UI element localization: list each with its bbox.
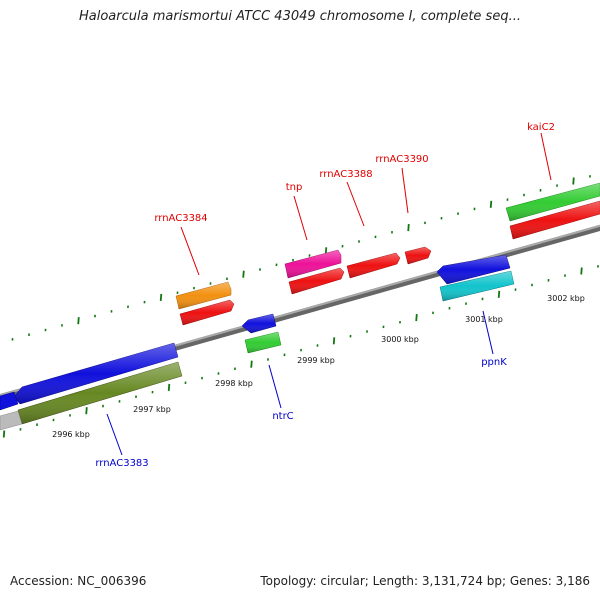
accession-label: Accession: NC_006396	[10, 574, 147, 588]
major-tick	[77, 317, 80, 325]
leader-lines	[106, 132, 552, 456]
position-label: 3001 kbp	[465, 315, 503, 324]
major-tick	[332, 337, 336, 345]
gene-label-rrnAC3388: rrnAC3388	[319, 169, 372, 180]
position-label: 2999 kbp	[297, 356, 335, 365]
gene-label-rrnAC3390: rrnAC3390	[375, 154, 428, 165]
major-tick	[407, 223, 410, 232]
gene-label-rrnAC3384: rrnAC3384	[154, 213, 207, 224]
lower-tick-track	[2, 265, 599, 438]
position-label: 3002 kbp	[547, 294, 585, 303]
major-tick	[159, 293, 163, 302]
position-label: 3000 kbp	[381, 335, 419, 344]
gene-label-kaiC2: kaiC2	[527, 122, 555, 133]
major-tick	[250, 360, 253, 368]
upper-tick-track	[11, 175, 591, 341]
gene-grey-edge	[0, 410, 23, 431]
summary-label: Topology: circular; Length: 3,131,724 bp…	[260, 574, 590, 588]
major-tick	[167, 383, 171, 392]
map-title: Haloarcula marismortui ATCC 43049 chromo…	[79, 9, 521, 24]
position-label: 2996 kbp	[52, 430, 90, 439]
feature-shading	[14, 183, 600, 424]
position-label-group: 2996 kbp 2997 kbp 2998 kbp 2999 kbp 3000…	[52, 294, 585, 439]
major-tick	[242, 270, 245, 278]
major-tick	[572, 177, 575, 185]
gene-label-ppnK: ppnK	[481, 357, 507, 368]
major-tick	[580, 267, 583, 275]
gene-label-tnp: tnp	[286, 182, 303, 193]
position-label: 2997 kbp	[133, 405, 171, 414]
major-tick	[489, 200, 493, 208]
gene-label-rrnAC3383: rrnAC3383	[95, 458, 148, 469]
gene-label-group: rrnAC3384 tnp rrnAC3388 rrnAC3390 kaiC2 …	[95, 122, 555, 469]
major-tick	[497, 290, 501, 298]
gene-label-ntrC: ntrC	[272, 411, 293, 422]
major-tick	[2, 430, 6, 438]
major-tick	[85, 407, 88, 415]
position-label: 2998 kbp	[215, 379, 253, 388]
gene-blue-edge	[0, 391, 19, 411]
major-tick	[415, 313, 418, 322]
